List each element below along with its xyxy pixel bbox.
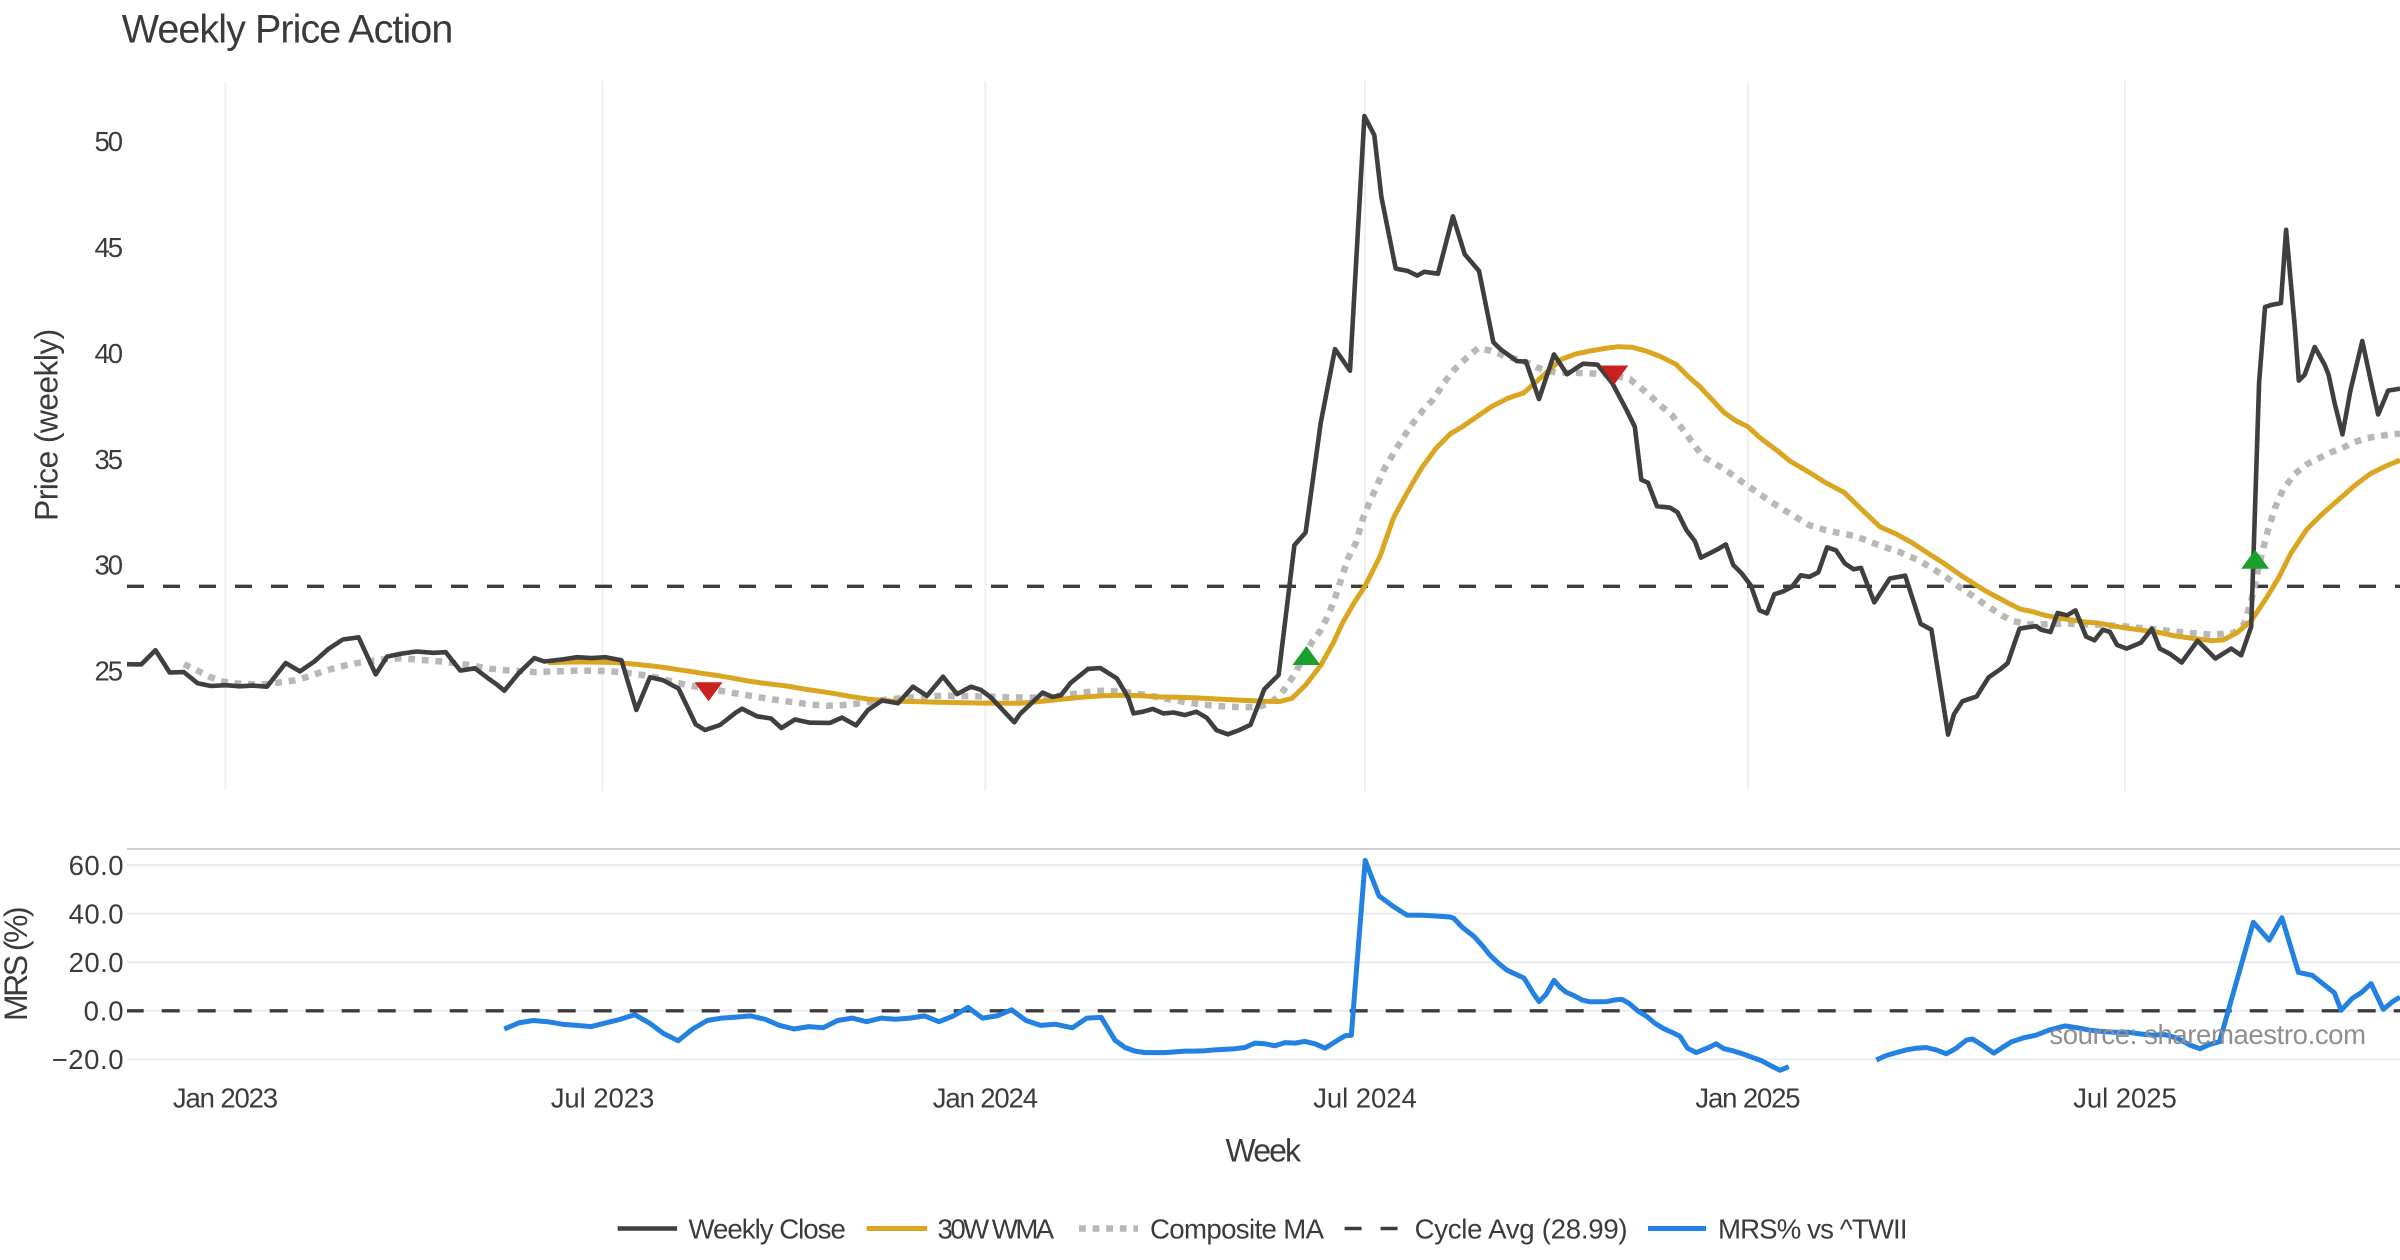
svg-text:Composite MA: Composite MA	[1150, 1214, 1325, 1245]
svg-text:Jan 2025: Jan 2025	[1695, 1082, 1800, 1113]
svg-text:60.0: 60.0	[69, 850, 124, 881]
svg-text:Week: Week	[1226, 1133, 1303, 1169]
svg-text:Weekly Price Action: Weekly Price Action	[122, 8, 454, 52]
svg-text:Jul 2024: Jul 2024	[1313, 1082, 1417, 1113]
svg-text:Jan 2024: Jan 2024	[933, 1082, 1038, 1113]
svg-text:Cycle Avg (28.99): Cycle Avg (28.99)	[1415, 1214, 1628, 1245]
svg-text:Price (weekly): Price (weekly)	[29, 329, 65, 521]
svg-text:Jul 2025: Jul 2025	[2073, 1082, 2177, 1113]
svg-text:Jul 2023: Jul 2023	[551, 1082, 655, 1113]
svg-text:MRS (%): MRS (%)	[0, 906, 34, 1021]
svg-text:Weekly Close: Weekly Close	[689, 1214, 846, 1245]
svg-text:40.0: 40.0	[69, 898, 124, 929]
svg-text:25: 25	[95, 656, 124, 687]
svg-text:MRS% vs ^TWII: MRS% vs ^TWII	[1718, 1214, 1908, 1245]
svg-text:Jan 2023: Jan 2023	[173, 1082, 278, 1113]
svg-text:source: sharemaestro.com: source: sharemaestro.com	[2049, 1019, 2366, 1050]
svg-text:20.0: 20.0	[69, 947, 124, 978]
svg-text:40: 40	[95, 338, 124, 369]
svg-text:50: 50	[95, 126, 124, 157]
svg-text:35: 35	[95, 444, 124, 475]
svg-text:30W WMA: 30W WMA	[938, 1214, 1055, 1245]
svg-text:−20.0: −20.0	[52, 1044, 124, 1075]
svg-text:0.0: 0.0	[84, 996, 124, 1027]
svg-text:30: 30	[95, 550, 124, 581]
svg-text:45: 45	[95, 232, 124, 263]
